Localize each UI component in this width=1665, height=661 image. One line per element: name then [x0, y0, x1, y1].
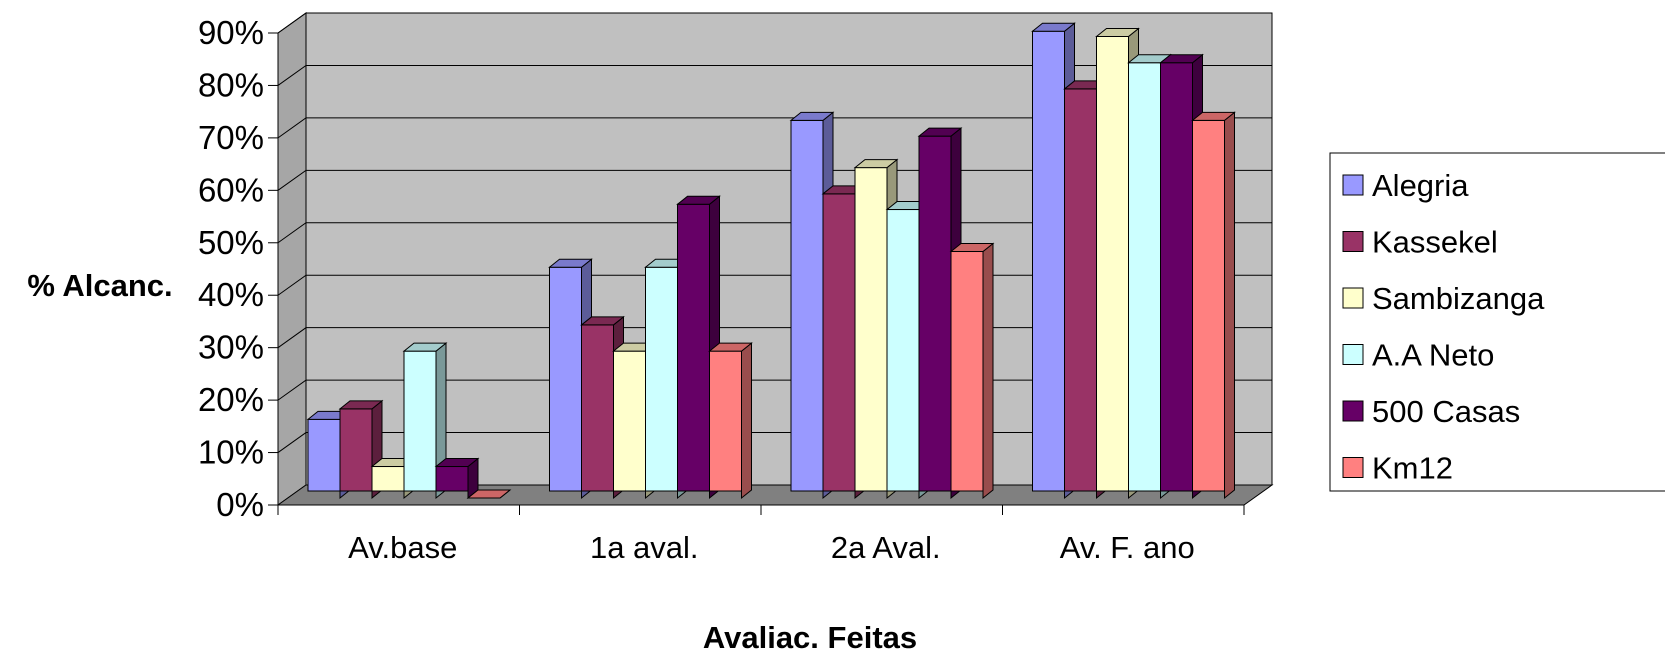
bar-side — [982, 242, 994, 500]
legend-label: 500 Casas — [1372, 394, 1520, 429]
legend-swatch — [1342, 174, 1364, 196]
x-tick-label: Av.base — [348, 530, 457, 565]
legend-item: Sambizanga — [1342, 281, 1545, 316]
bar-top — [789, 111, 835, 121]
bar-front — [950, 251, 984, 492]
bar — [1191, 111, 1236, 500]
legend: Alegria Kassekel Sambizanga A.A Neto 500 Cas… — [1329, 152, 1665, 492]
y-tick-label: 0% — [216, 486, 264, 523]
y-tick-label: 10% — [198, 434, 264, 471]
x-axis: Av.base 1a aval. 2a Aval. Av. F. ano — [277, 504, 1245, 565]
bar — [949, 242, 995, 500]
legend-label: Sambizanga — [1372, 281, 1545, 316]
bar-front — [339, 408, 373, 492]
gridline — [277, 117, 1272, 139]
bars — [306, 22, 1236, 500]
bar-side — [741, 342, 752, 500]
legend-swatch — [1342, 287, 1364, 309]
bar-front — [709, 350, 742, 492]
legend-swatch — [1342, 344, 1364, 365]
legend-item: Km12 — [1342, 451, 1453, 486]
bar-front — [1064, 88, 1097, 492]
y-tick-label: 40% — [198, 276, 264, 313]
legend-item: Kassekel — [1342, 225, 1498, 260]
bar-front — [1160, 62, 1193, 492]
y-tick-label: 60% — [198, 171, 264, 208]
bar — [708, 342, 753, 500]
y-axis-title: % Alcanc. — [27, 268, 172, 303]
legend-swatch — [1342, 231, 1364, 252]
bar-top — [466, 489, 512, 499]
bar-front — [1192, 119, 1225, 492]
bar — [402, 342, 448, 500]
legend-item: 500 Casas — [1342, 394, 1520, 429]
bar-front — [1096, 35, 1129, 492]
x-tick-label: Av. F. ano — [1060, 530, 1195, 565]
bar-front — [645, 266, 678, 492]
bar-top — [434, 458, 480, 468]
y-axis: 0% 10% 20% 30% 40% 50% 60% 70% 80% 90% — [198, 14, 279, 523]
bar-top — [949, 243, 995, 253]
bar-front — [1128, 62, 1161, 492]
bar-front — [918, 135, 952, 492]
y-tick-label: 70% — [198, 119, 264, 156]
x-axis-title: Avaliac. Feitas — [703, 620, 917, 655]
legend-swatch — [1342, 400, 1364, 422]
bar-top — [1159, 54, 1204, 64]
bar-top — [402, 342, 448, 352]
gridline — [277, 64, 1272, 86]
x-tick-label: 1a aval. — [590, 530, 699, 565]
bar-front — [435, 466, 469, 492]
legend-label: Km12 — [1372, 451, 1453, 486]
bar-front — [581, 324, 614, 492]
side-wall — [277, 12, 307, 506]
bar-top — [917, 127, 963, 137]
y-tick-label: 90% — [198, 14, 264, 51]
gridline — [277, 12, 1272, 34]
legend-label: Alegria — [1372, 168, 1469, 203]
bar — [466, 489, 512, 499]
bar-top — [1031, 22, 1076, 32]
y-tick-label: 80% — [198, 66, 264, 103]
bar-front — [403, 350, 437, 492]
bar-top — [580, 316, 625, 326]
legend-item: Alegria — [1342, 168, 1469, 203]
legend-box — [1329, 152, 1665, 492]
bar — [434, 457, 480, 500]
bar-side — [1224, 111, 1235, 500]
legend-item: A.A Neto — [1342, 338, 1494, 373]
bar-front — [1032, 30, 1065, 492]
bar-top — [1095, 27, 1140, 37]
bar-front — [790, 119, 824, 492]
bar-top — [338, 400, 384, 410]
legend-label: A.A Neto — [1372, 338, 1494, 373]
bar-top — [548, 258, 593, 268]
bar-front — [822, 193, 856, 492]
legend-label: Kassekel — [1372, 225, 1498, 260]
bar-front — [886, 209, 920, 492]
y-tick-label: 50% — [198, 224, 264, 261]
y-tick-label: 30% — [198, 329, 264, 366]
bar-top — [708, 342, 753, 352]
bar-front — [677, 203, 710, 492]
bar-top — [1191, 111, 1236, 121]
bar-front — [371, 466, 405, 492]
bar-top — [853, 159, 899, 169]
bar — [1095, 27, 1140, 500]
bar-front — [549, 266, 582, 492]
bar-top — [676, 195, 721, 205]
y-tick-label: 20% — [198, 381, 264, 418]
x-tick-label: 2a Aval. — [831, 530, 941, 565]
legend-swatch — [1342, 457, 1364, 478]
bar-front — [307, 418, 341, 492]
bar-front — [613, 350, 646, 492]
bar-front — [854, 167, 888, 492]
